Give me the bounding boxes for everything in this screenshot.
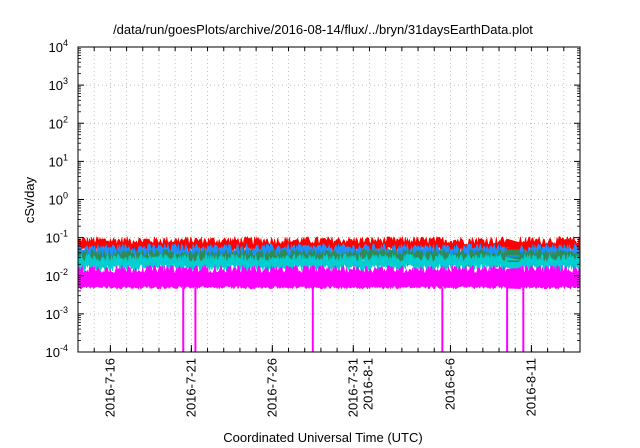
x-axis-label: Coordinated Universal Time (UTC)	[223, 430, 422, 445]
y-tick-label: 101	[49, 152, 68, 169]
y-tick-label: 10-3	[46, 305, 68, 322]
x-tick-label: 2016-7-26	[264, 358, 279, 417]
chart-title: /data/run/goesPlots/archive/2016-08-14/f…	[113, 22, 533, 37]
x-tick-label: 2016-8-6	[442, 358, 457, 410]
x-tick-label: 2016-8-1	[360, 358, 375, 410]
series-band	[77, 264, 581, 290]
x-axis: 2016-7-16 2016-7-21 2016-7-26 2016-7-31 2016…	[93, 47, 565, 417]
y-axis: 10-4 10-3 10-2 10-1 100 101 102 103 104	[46, 38, 580, 360]
grid	[78, 46, 580, 353]
x-tick-label: 2016-7-16	[102, 358, 117, 417]
x-tick-label: 2016-8-11	[523, 358, 538, 416]
y-tick-label: 10-2	[46, 267, 68, 284]
y-tick-label: 10-1	[46, 229, 68, 246]
plot-frame	[77, 46, 581, 353]
y-tick-label: 100	[49, 191, 68, 208]
y-tick-label: 10-4	[46, 343, 68, 360]
x-tick-label: 2016-7-21	[183, 358, 198, 417]
y-tick-label: 103	[49, 76, 68, 93]
y-tick-label: 102	[49, 114, 68, 131]
x-tick-label: 2016-7-31	[345, 358, 360, 417]
series-group	[77, 235, 581, 352]
y-tick-label: 104	[49, 38, 68, 55]
y-axis-label: cSv/day	[22, 176, 37, 223]
